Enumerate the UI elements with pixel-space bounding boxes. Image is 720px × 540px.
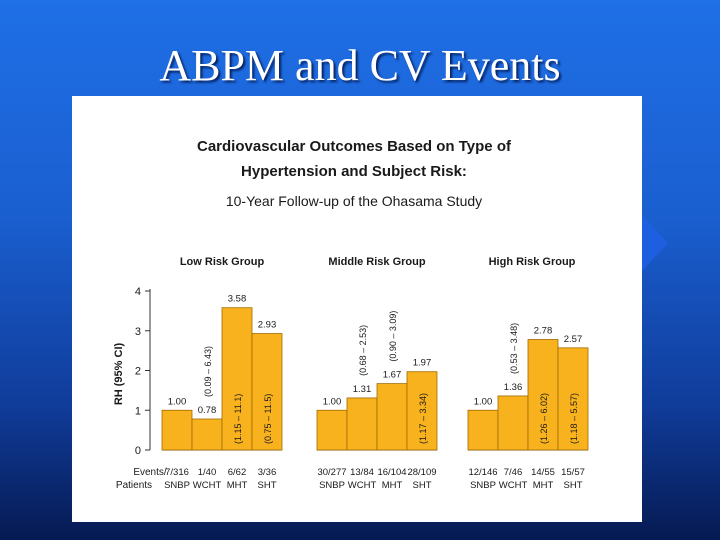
category-label: SNBP bbox=[470, 480, 496, 491]
bar-ci-label: (1.15 – 11.1) bbox=[233, 394, 243, 444]
bar-chart: Cardiovascular Outcomes Based on Type of… bbox=[113, 138, 589, 491]
chart-title-line1: Cardiovascular Outcomes Based on Type of bbox=[197, 138, 512, 155]
y-tick-label: 0 bbox=[135, 445, 141, 457]
bar bbox=[467, 409, 499, 451]
bar-ci-label: (0.09 – 6.43) bbox=[203, 346, 213, 397]
bar-value-label: 2.78 bbox=[534, 325, 553, 336]
events-count-label: 3/36 bbox=[258, 467, 277, 478]
events-count-label: 7/46 bbox=[504, 467, 523, 478]
y-axis-label: RH (95% CI) bbox=[113, 342, 125, 405]
bar bbox=[161, 409, 193, 451]
bar-value-label: 1.00 bbox=[474, 396, 493, 407]
bar bbox=[406, 371, 438, 451]
bar bbox=[497, 395, 529, 451]
bar bbox=[316, 409, 348, 451]
bar bbox=[191, 418, 223, 451]
bar-value-label: 2.57 bbox=[564, 334, 583, 345]
bar-ci-label: (0.90 – 3.09) bbox=[388, 311, 398, 362]
y-tick-label: 1 bbox=[135, 405, 141, 417]
bar bbox=[527, 339, 559, 451]
bar-value-label: 1.36 bbox=[504, 382, 523, 393]
bar-ci-label: (1.26 – 6.02) bbox=[539, 393, 549, 444]
events-count-label: 7/316 bbox=[165, 467, 189, 478]
category-label: WCHT bbox=[348, 480, 377, 491]
y-tick-label: 3 bbox=[135, 326, 141, 338]
row-label-patients: Patients bbox=[116, 480, 152, 491]
bar bbox=[251, 333, 283, 451]
events-count-label: 28/109 bbox=[407, 467, 436, 478]
category-label: SHT bbox=[564, 480, 583, 491]
category-label: SNBP bbox=[319, 480, 345, 491]
events-count-label: 6/62 bbox=[228, 467, 247, 478]
events-count-label: 1/40 bbox=[198, 467, 217, 478]
bar-value-label: 1.97 bbox=[413, 358, 432, 369]
slide-title: ABPM and CV Events bbox=[159, 41, 561, 90]
chart-panel: Cardiovascular Outcomes Based on Type of… bbox=[72, 96, 642, 522]
category-label: MHT bbox=[382, 480, 403, 491]
events-count-label: 14/55 bbox=[531, 467, 555, 478]
chart-subtitle: 10-Year Follow-up of the Ohasama Study bbox=[226, 193, 482, 209]
bar bbox=[346, 397, 378, 451]
bar-value-label: 0.78 bbox=[198, 405, 217, 416]
bar bbox=[376, 383, 408, 451]
category-label: SHT bbox=[258, 480, 277, 491]
bar-value-label: 1.00 bbox=[168, 396, 187, 407]
events-count-label: 13/84 bbox=[350, 467, 374, 478]
bar-value-label: 3.58 bbox=[228, 294, 247, 305]
bar-value-label: 1.31 bbox=[353, 384, 372, 395]
category-label: WCHT bbox=[193, 480, 222, 491]
bar-ci-label: (1.18 – 5.57) bbox=[569, 393, 579, 444]
events-count-label: 30/277 bbox=[317, 467, 346, 478]
plot-area: 0 1 2 3 4 Low Risk Group 1.00 7/316 SNBP 0.78 (0.0… bbox=[135, 256, 589, 491]
category-label: SNBP bbox=[164, 480, 190, 491]
bar-value-label: 1.00 bbox=[323, 396, 342, 407]
bar-ci-label: (1.17 – 3.34) bbox=[418, 393, 428, 444]
events-count-label: 15/57 bbox=[561, 467, 585, 478]
bar bbox=[557, 347, 589, 451]
y-tick-label: 2 bbox=[135, 366, 141, 378]
bar-ci-label: (0.68 – 2.53) bbox=[358, 325, 368, 376]
events-count-label: 12/146 bbox=[468, 467, 497, 478]
group-header: Low Risk Group bbox=[180, 256, 265, 268]
chart-title-line2: Hypertension and Subject Risk: bbox=[241, 163, 467, 180]
bar-value-label: 2.93 bbox=[258, 320, 277, 331]
group-header: Middle Risk Group bbox=[328, 256, 425, 268]
bar-value-label: 1.67 bbox=[383, 370, 402, 381]
category-label: SHT bbox=[413, 480, 432, 491]
row-label-events: Events/ bbox=[133, 467, 167, 478]
category-label: MHT bbox=[227, 480, 248, 491]
category-label: MHT bbox=[533, 480, 554, 491]
events-count-label: 16/104 bbox=[377, 467, 406, 478]
bar-ci-label: (0.75 – 11.5) bbox=[263, 394, 273, 444]
y-tick-label: 4 bbox=[135, 286, 141, 298]
bar bbox=[221, 307, 253, 451]
category-label: WCHT bbox=[499, 480, 528, 491]
decorative-arrow-shape bbox=[642, 215, 668, 271]
group-header: High Risk Group bbox=[489, 256, 576, 268]
bar-ci-label: (0.53 – 3.48) bbox=[509, 323, 519, 374]
